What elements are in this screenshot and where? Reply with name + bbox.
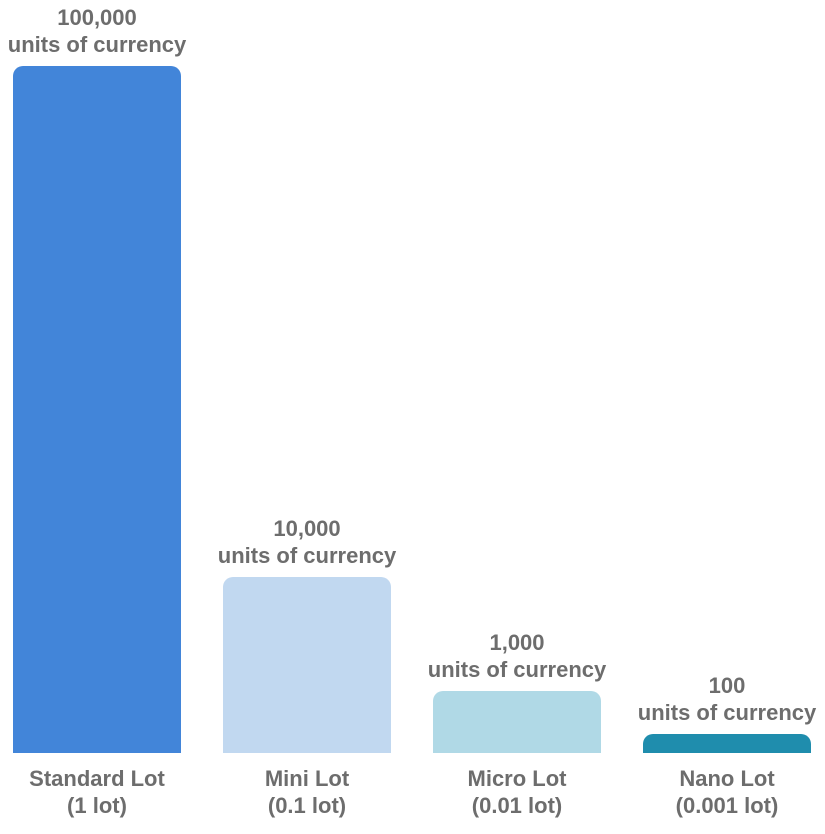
- bar-value-number: 10,000: [273, 516, 341, 541]
- bar-value-units: units of currency: [637, 700, 817, 725]
- bar-category-label: Standard Lot (1 lot): [29, 753, 165, 834]
- bar-value-number: 100: [708, 673, 746, 698]
- category-lot-size: (0.001 lot): [675, 793, 779, 818]
- category-name: Mini Lot: [264, 766, 350, 791]
- bar-value-units: units of currency: [7, 32, 187, 57]
- bar-category-label: Nano Lot (0.001 lot): [676, 753, 779, 834]
- bar-value-label: 100 units of currency: [638, 672, 816, 726]
- bar-column: 100,000 units of currency Standard Lot (1 l…: [8, 0, 186, 834]
- bar-column: 1,000 units of currency Micro Lot (0.01 lot…: [428, 0, 606, 834]
- category-lot-size: (0.01 lot): [471, 793, 563, 818]
- bar-standard-lot: [13, 66, 181, 753]
- bar-value-label: 10,000 units of currency: [218, 515, 396, 569]
- category-lot-size: (1 lot): [67, 793, 127, 818]
- bar-value-label: 1,000 units of currency: [428, 629, 606, 683]
- category-name: Standard Lot: [29, 766, 165, 791]
- bar-category-label: Mini Lot (0.1 lot): [265, 753, 349, 834]
- category-lot-size: (0.1 lot): [267, 793, 347, 818]
- bar-value-number: 1,000: [489, 630, 545, 655]
- bar-micro-lot: [433, 691, 601, 753]
- category-name: Micro Lot: [467, 766, 567, 791]
- bar-value-number: 100,000: [57, 5, 137, 30]
- bar-value-units: units of currency: [427, 657, 607, 682]
- bar-category-label: Micro Lot (0.01 lot): [468, 753, 567, 834]
- bar-mini-lot: [223, 577, 391, 753]
- bar-value-units: units of currency: [217, 543, 397, 568]
- bar-column: 10,000 units of currency Mini Lot (0.1 lot): [218, 0, 396, 834]
- bar-column: 100 units of currency Nano Lot (0.001 lot): [638, 0, 816, 834]
- bar-nano-lot: [643, 734, 811, 753]
- category-name: Nano Lot: [679, 766, 775, 791]
- bar-value-label: 100,000 units of currency: [8, 4, 186, 58]
